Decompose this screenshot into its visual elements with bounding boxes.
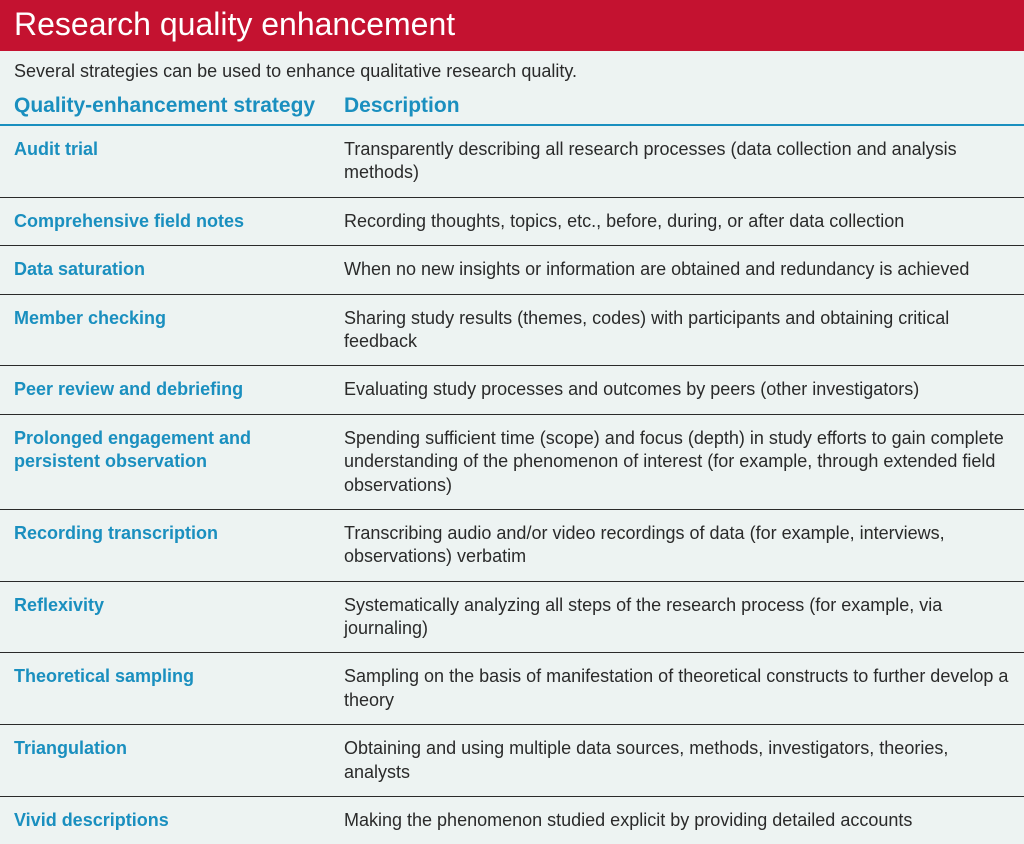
col-header-strategy: Quality-enhancement strategy xyxy=(0,94,330,125)
table-row: TriangulationObtaining and using multipl… xyxy=(0,725,1024,797)
description-cell: Sharing study results (themes, codes) wi… xyxy=(330,294,1024,366)
table-row: Peer review and debriefingEvaluating stu… xyxy=(0,366,1024,414)
strategy-cell: Recording transcription xyxy=(0,509,330,581)
description-cell: Recording thoughts, topics, etc., before… xyxy=(330,197,1024,245)
strategy-cell: Prolonged engagement and persistent obse… xyxy=(0,414,330,509)
strategy-cell: Peer review and debriefing xyxy=(0,366,330,414)
table-row: Audit trialTransparently describing all … xyxy=(0,125,1024,197)
strategy-cell: Data saturation xyxy=(0,246,330,294)
table-row: Theoretical samplingSampling on the basi… xyxy=(0,653,1024,725)
description-cell: Transparently describing all research pr… xyxy=(330,125,1024,197)
description-cell: Obtaining and using multiple data source… xyxy=(330,725,1024,797)
description-cell: Systematically analyzing all steps of th… xyxy=(330,581,1024,653)
page-banner: Research quality enhancement xyxy=(0,0,1024,51)
description-cell: Evaluating study processes and outcomes … xyxy=(330,366,1024,414)
table-container: Quality-enhancement strategy Description… xyxy=(0,94,1024,844)
table-row: Prolonged engagement and persistent obse… xyxy=(0,414,1024,509)
strategy-cell: Triangulation xyxy=(0,725,330,797)
table-row: Recording transcriptionTranscribing audi… xyxy=(0,509,1024,581)
description-cell: Sampling on the basis of manifestation o… xyxy=(330,653,1024,725)
strategies-table: Quality-enhancement strategy Description… xyxy=(0,94,1024,844)
description-cell: Spending sufficient time (scope) and foc… xyxy=(330,414,1024,509)
table-row: Vivid descriptionsMaking the phenomenon … xyxy=(0,797,1024,844)
strategy-cell: Reflexivity xyxy=(0,581,330,653)
strategy-cell: Audit trial xyxy=(0,125,330,197)
description-cell: Transcribing audio and/or video recordin… xyxy=(330,509,1024,581)
table-row: Data saturationWhen no new insights or i… xyxy=(0,246,1024,294)
col-header-description: Description xyxy=(330,94,1024,125)
strategy-cell: Vivid descriptions xyxy=(0,797,330,844)
strategy-cell: Comprehensive field notes xyxy=(0,197,330,245)
strategy-cell: Member checking xyxy=(0,294,330,366)
table-row: Member checkingSharing study results (th… xyxy=(0,294,1024,366)
table-row: Comprehensive field notesRecording thoug… xyxy=(0,197,1024,245)
description-cell: When no new insights or information are … xyxy=(330,246,1024,294)
table-row: ReflexivitySystematically analyzing all … xyxy=(0,581,1024,653)
description-cell: Making the phenomenon studied explicit b… xyxy=(330,797,1024,844)
intro-text: Several strategies can be used to enhanc… xyxy=(0,51,1024,94)
strategy-cell: Theoretical sampling xyxy=(0,653,330,725)
page-title: Research quality enhancement xyxy=(14,6,455,42)
table-header-row: Quality-enhancement strategy Description xyxy=(0,94,1024,125)
